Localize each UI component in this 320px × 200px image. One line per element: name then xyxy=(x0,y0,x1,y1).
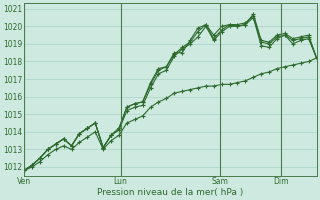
X-axis label: Pression niveau de la mer( hPa ): Pression niveau de la mer( hPa ) xyxy=(97,188,244,197)
